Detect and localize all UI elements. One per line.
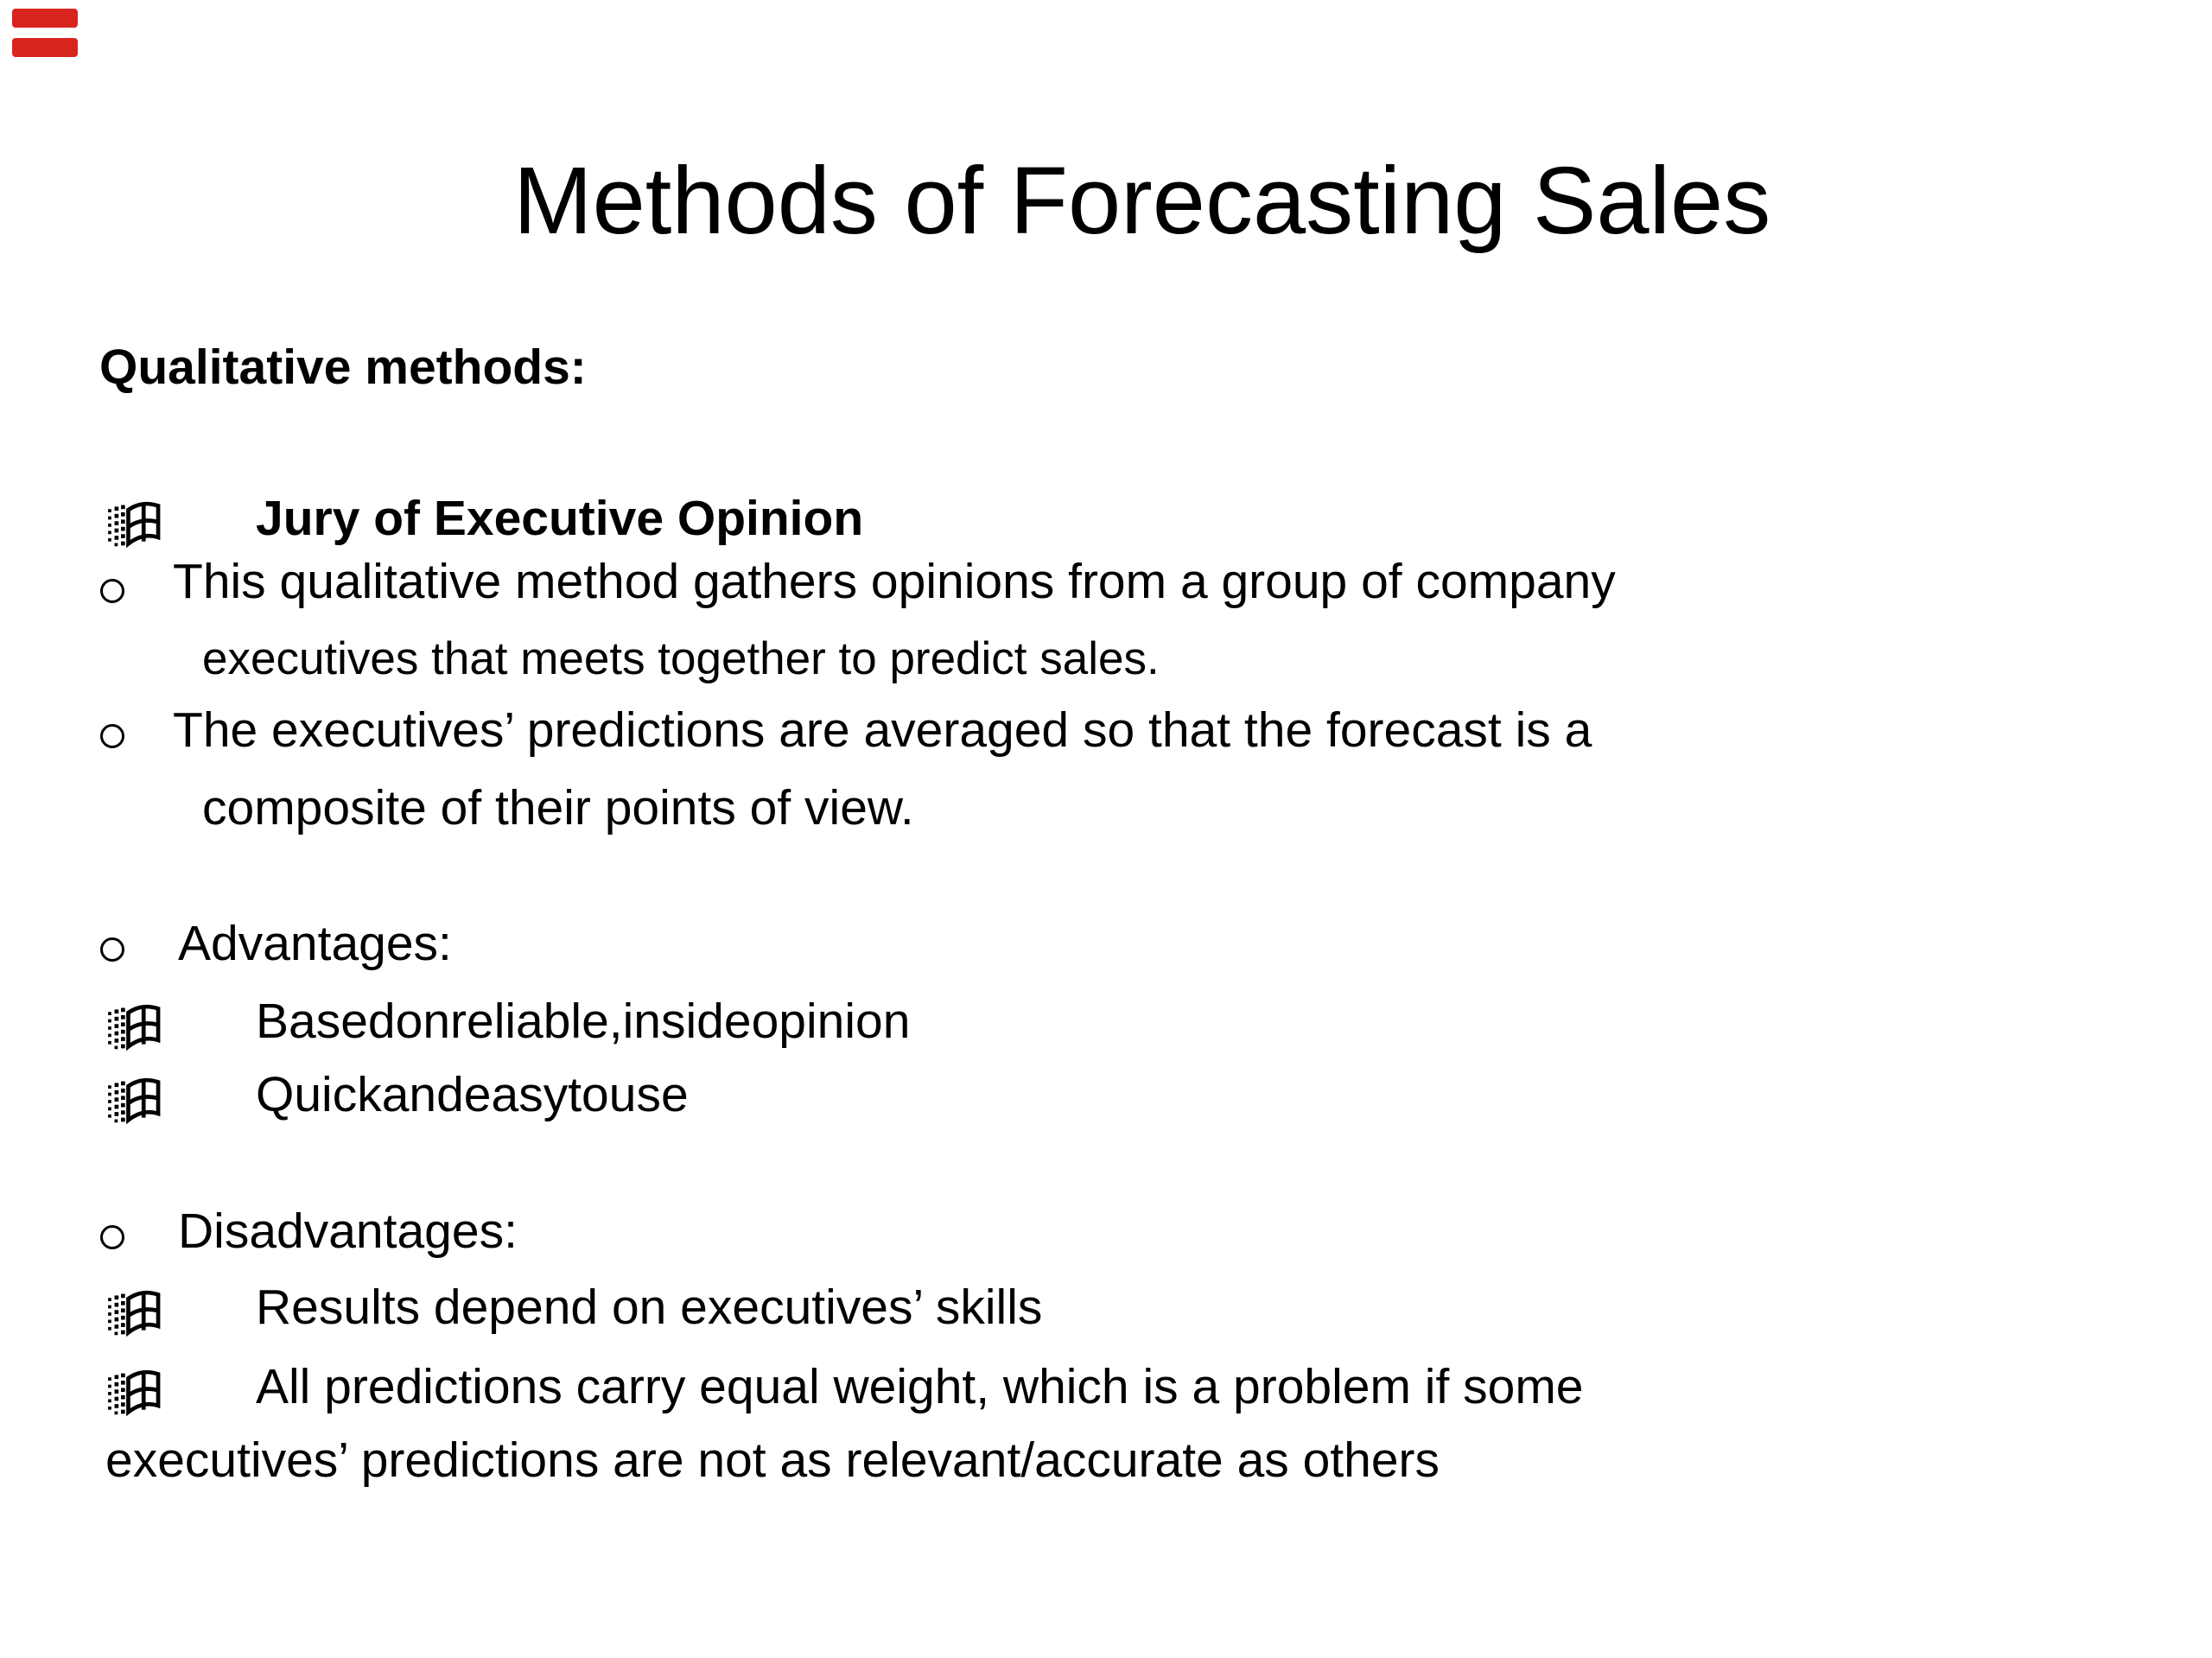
windows-flag-icon	[108, 1077, 161, 1125]
section-heading: Qualitative methods:	[99, 340, 587, 395]
circle-bullet-icon	[100, 724, 124, 748]
advantage-item: Quickandeasytouse	[256, 1067, 689, 1122]
corner-marker-bar-bottom	[12, 38, 78, 57]
disadvantage-item-line2: executives’ predictions are not as relev…	[105, 1432, 1440, 1488]
disadvantages-label: Disadvantages:	[178, 1204, 518, 1259]
advantage-item: Basedonreliable,insideopinion	[256, 994, 911, 1049]
body-line-p2-2: composite of their points of view.	[202, 780, 914, 835]
body-line-p2-1: The executives’ predictions are averaged…	[173, 702, 1592, 758]
windows-flag-icon	[108, 1369, 161, 1417]
windows-flag-icon	[108, 1004, 161, 1051]
circle-bullet-icon	[100, 937, 124, 962]
circle-bullet-icon	[100, 579, 124, 603]
circle-bullet-icon	[100, 1225, 124, 1249]
disadvantage-item: Results depend on executives’ skills	[256, 1280, 1043, 1335]
advantages-label: Advantages:	[178, 916, 452, 971]
body-line-p1-2: executives that meets together to predic…	[202, 633, 1160, 684]
slide-title: Methods of Forecasting Sales	[513, 148, 1771, 254]
disadvantage-item-line1: All predictions carry equal weight, whic…	[256, 1359, 1584, 1414]
windows-flag-icon	[108, 501, 161, 549]
body-line-p1-1: This qualitative method gathers opinions…	[173, 554, 1616, 609]
corner-marker-bar-top	[12, 9, 78, 28]
windows-flag-icon	[108, 1290, 161, 1337]
jury-heading: Jury of Executive Opinion	[256, 491, 864, 546]
